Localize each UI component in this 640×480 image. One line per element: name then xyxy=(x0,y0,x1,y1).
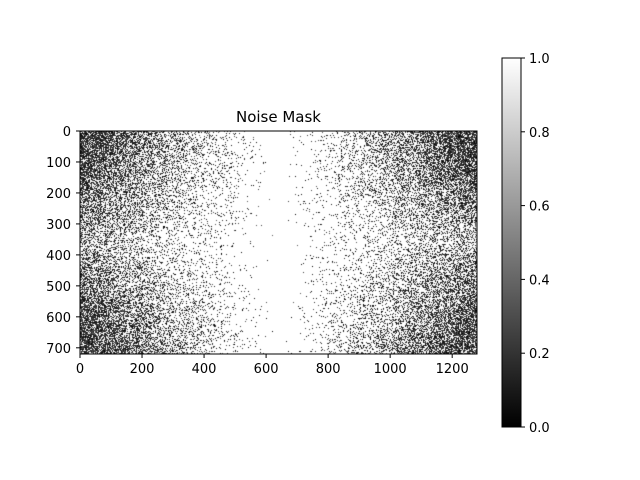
x-tick-label: 400 xyxy=(192,362,217,377)
heatmap-image xyxy=(80,131,477,354)
colorbar-tick-label: 0.2 xyxy=(529,347,550,362)
colorbar-tick-label: 0.6 xyxy=(529,200,550,215)
colorbar-tick-label: 0.8 xyxy=(529,126,550,141)
x-tick-label: 800 xyxy=(316,362,341,377)
heatmap-raster xyxy=(80,131,477,354)
x-axis: 0 200 400 600 800 1000 1200 xyxy=(76,354,469,377)
y-tick-label: 200 xyxy=(46,187,71,202)
colorbar-tick-label: 1.0 xyxy=(529,52,550,67)
y-tick-label: 400 xyxy=(46,249,71,264)
x-tick-label: 600 xyxy=(254,362,279,377)
y-tick-label: 0 xyxy=(63,125,71,140)
x-tick-label: 1000 xyxy=(374,362,407,377)
colorbar xyxy=(502,58,521,427)
y-tick-label: 500 xyxy=(46,280,71,295)
x-tick-label: 200 xyxy=(130,362,155,377)
y-tick-label: 300 xyxy=(46,218,71,233)
y-tick-label: 700 xyxy=(46,342,71,357)
y-axis: 0 100 200 300 400 500 600 700 xyxy=(46,125,80,357)
x-tick-label: 1200 xyxy=(436,362,469,377)
colorbar-tick-label: 0.0 xyxy=(529,421,550,436)
colorbar-axis: 0.0 0.2 0.4 0.6 0.8 1.0 xyxy=(521,52,550,436)
colorbar-tick-label: 0.4 xyxy=(529,273,550,288)
x-tick-label: 0 xyxy=(76,362,84,377)
chart-title: Noise Mask xyxy=(236,108,321,126)
y-tick-label: 600 xyxy=(46,311,71,326)
y-tick-label: 100 xyxy=(46,156,71,171)
